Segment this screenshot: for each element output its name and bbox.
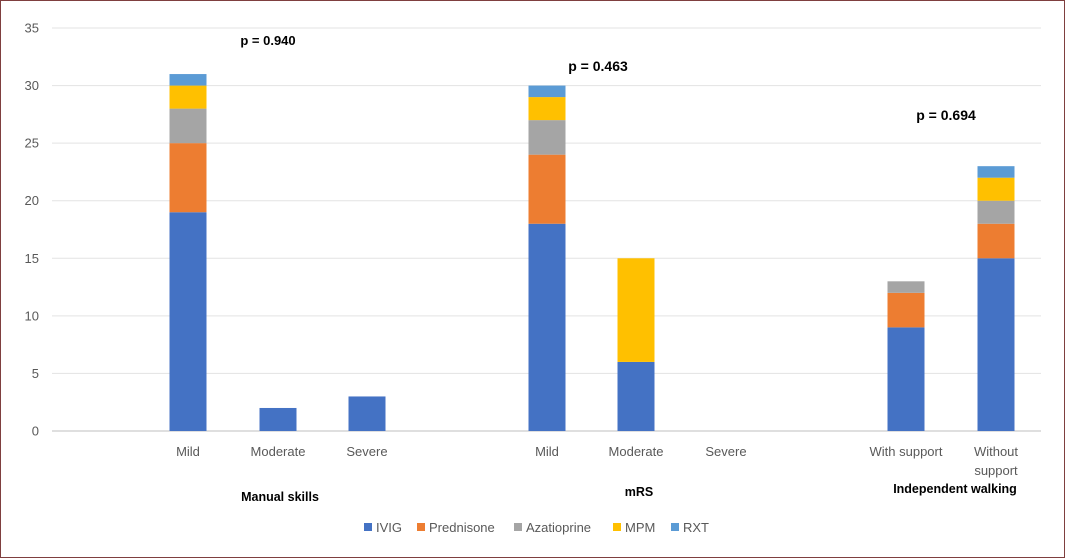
- y-tick-label-25: 25: [25, 136, 39, 151]
- y-tick-label-20: 20: [25, 193, 39, 208]
- bar-ivig-7: [977, 258, 1015, 431]
- y-tick-label-10: 10: [25, 308, 39, 323]
- group-labels: Manual skills mRS Independent walking: [241, 482, 1017, 504]
- bars: [169, 74, 1015, 431]
- bar-rxt-0: [169, 74, 207, 86]
- bar-ivig-4: [617, 361, 655, 431]
- legend-label-azatioprine: Azatioprine: [526, 520, 591, 535]
- x-label-without-support-7: Without support: [974, 444, 1018, 478]
- bar-ivig-2: [348, 396, 386, 431]
- bar-azatioprine-3: [528, 120, 566, 155]
- bar-ivig-1: [259, 407, 297, 431]
- x-label-severe-2: Severe: [346, 444, 387, 459]
- x-label-mild-0: Mild: [176, 444, 200, 459]
- bar-azatioprine-6: [887, 281, 925, 293]
- bar-prednisone-0: [169, 143, 207, 213]
- group-label-manual-skills: Manual skills: [241, 490, 319, 504]
- x-label-moderate-4: Moderate: [609, 444, 664, 459]
- bar-mpm-0: [169, 85, 207, 109]
- legend-label-ivig: IVIG: [376, 520, 402, 535]
- bar-prednisone-6: [887, 292, 925, 328]
- x-label-with-support-6: With support: [870, 444, 943, 459]
- y-tick-label-15: 15: [25, 251, 39, 266]
- legend: IVIG Prednisone Azatioprine MPM RXT: [364, 520, 709, 535]
- legend-swatch-ivig: [364, 523, 372, 531]
- x-label-moderate-1: Moderate: [251, 444, 306, 459]
- bar-rxt-7: [977, 166, 1015, 178]
- legend-swatch-prednisone: [417, 523, 425, 531]
- legend-label-rxt: RXT: [683, 520, 709, 535]
- y-tick-label-5: 5: [32, 366, 39, 381]
- x-label-mild-3: Mild: [535, 444, 559, 459]
- legend-swatch-mpm: [613, 523, 621, 531]
- bar-ivig-6: [887, 327, 925, 431]
- bar-ivig-3: [528, 223, 566, 431]
- p-value-manual-skills: p = 0.940: [240, 33, 295, 48]
- legend-swatch-rxt: [671, 523, 679, 531]
- x-axis-labels: Mild Moderate Severe Mild Moderate Severe With…: [176, 444, 1018, 478]
- bar-azatioprine-0: [169, 108, 207, 144]
- y-axis-ticks: 0 5 10 15 20 25 30 35: [25, 21, 39, 439]
- bar-prednisone-7: [977, 223, 1015, 259]
- y-tick-label-35: 35: [25, 21, 39, 36]
- p-value-mrs: p = 0.463: [568, 58, 628, 74]
- p-values: p = 0.940 p = 0.463 p = 0.694: [240, 33, 976, 123]
- y-tick-label-0: 0: [32, 424, 39, 439]
- p-value-independent-walking: p = 0.694: [916, 107, 976, 123]
- bar-rxt-3: [528, 85, 566, 98]
- bar-mpm-3: [528, 97, 566, 121]
- y-tick-label-30: 30: [25, 78, 39, 93]
- bar-ivig-0: [169, 212, 207, 431]
- bar-azatioprine-7: [977, 200, 1015, 224]
- legend-swatch-azatioprine: [514, 523, 522, 531]
- group-label-mrs: mRS: [625, 485, 653, 499]
- bar-prednisone-3: [528, 154, 566, 224]
- x-label-severe-5: Severe: [705, 444, 746, 459]
- bar-mpm-4: [617, 258, 655, 362]
- legend-label-mpm: MPM: [625, 520, 655, 535]
- bar-mpm-7: [977, 177, 1015, 201]
- group-label-independent-walking: Independent walking: [893, 482, 1017, 496]
- legend-label-prednisone: Prednisone: [429, 520, 495, 535]
